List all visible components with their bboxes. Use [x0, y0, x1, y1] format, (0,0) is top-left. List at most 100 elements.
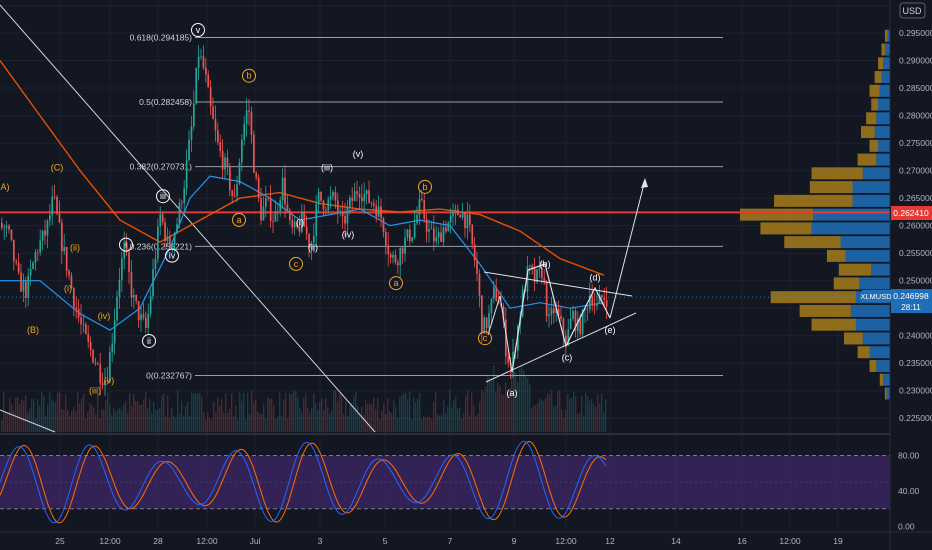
candle-body: [301, 211, 303, 232]
volume-bar: [465, 395, 467, 432]
volume-bar: [433, 401, 435, 432]
volume-bar: [431, 419, 433, 432]
candle-body: [464, 212, 466, 229]
candle-body: [195, 67, 198, 104]
volume-bar: [443, 399, 445, 432]
price-tick-label: 0.280000: [899, 111, 932, 121]
candle-body: [385, 231, 387, 246]
candle-body: [161, 214, 164, 223]
stoch-k-line: [0, 440, 607, 524]
candle-body: [473, 244, 476, 261]
volume-bar: [453, 399, 455, 432]
candle-body: [584, 308, 586, 310]
candle-body: [562, 318, 565, 336]
wave-label: ii: [147, 336, 151, 346]
candle-body: [305, 226, 308, 234]
wave-label: b: [246, 71, 251, 81]
candle-body: [418, 199, 421, 216]
volume-bar: [127, 413, 129, 432]
volume-bar: [437, 414, 439, 432]
candle-body: [310, 242, 313, 249]
candle-body: [109, 352, 111, 382]
volume-bar: [239, 392, 241, 432]
volume-bar: [205, 419, 207, 432]
trendline-lower-left[interactable]: [0, 409, 56, 433]
wave-zigzag[interactable]: [511, 263, 611, 373]
volume-bar: [145, 391, 147, 432]
candle-body: [202, 56, 205, 68]
volume-bar: [17, 397, 19, 432]
trendline-drawings[interactable]: [0, 4, 376, 433]
volume-bar: [513, 371, 515, 432]
volume-bar: [255, 399, 257, 432]
candle-body: [377, 206, 380, 217]
volume-bar: [167, 395, 169, 432]
volume-bar: [403, 392, 405, 432]
projection-arrow[interactable]: [609, 179, 646, 319]
candle-body: [214, 118, 217, 131]
candle-body: [538, 267, 541, 270]
volume-bar: [515, 372, 517, 432]
trendline-diagonal[interactable]: [0, 4, 376, 433]
triangle-lower-line[interactable]: [485, 312, 637, 383]
candle-body: [277, 211, 279, 212]
volume-bar: [11, 404, 13, 432]
volume-profile-row-sell: [833, 277, 860, 290]
candle-body: [382, 218, 385, 232]
candle-body: [349, 197, 351, 208]
triangle-upper-line[interactable]: [483, 271, 633, 297]
wave-drawings[interactable]: [483, 178, 648, 383]
wave-label: (C): [51, 163, 64, 173]
fibonacci-retracement[interactable]: 0.618(0.294185) 0.5(0.282458) 0.382(0.2707…: [130, 33, 723, 381]
volume-bar: [549, 394, 551, 432]
candle-body: [221, 151, 224, 170]
candle-body: [113, 320, 116, 344]
wave-label-circle: [389, 276, 403, 291]
candle-body: [392, 254, 394, 258]
volume-bar: [319, 401, 321, 432]
candle-body: [351, 197, 354, 202]
currency-badge[interactable]: [899, 2, 926, 19]
wave-label: iv: [169, 251, 176, 261]
candle-body: [224, 157, 226, 170]
candle-body: [39, 240, 42, 253]
volume-bar: [489, 378, 491, 432]
candle-body: [545, 281, 548, 317]
volume-bar: [353, 396, 355, 432]
price-tick-label: 0.250000: [899, 276, 932, 286]
volume-profile-row-sell: [879, 373, 884, 386]
volume-bar: [265, 418, 267, 432]
volume-profile-row-buy: [886, 387, 890, 400]
volume-bar: [259, 413, 261, 432]
candle-body: [560, 315, 562, 319]
volume-bar: [155, 409, 157, 432]
volume-bar: [87, 411, 89, 432]
volume-bar: [31, 398, 33, 432]
volume-bar: [301, 412, 303, 432]
fib-level-label: 0(0.232767): [146, 370, 192, 380]
volume-bar: [417, 398, 419, 432]
volume-bar: [553, 406, 555, 432]
volume-bar: [495, 392, 497, 432]
candle-body: [577, 319, 579, 332]
volume-profile-row-buy: [869, 346, 890, 359]
volume-bar: [493, 365, 495, 432]
candle-body: [368, 190, 370, 203]
candle-body: [89, 341, 92, 350]
volume-bar: [177, 390, 179, 432]
volume-bar: [123, 404, 125, 432]
horizontal-lines[interactable]: [0, 211, 890, 298]
wave-zigzag-left[interactable]: [487, 295, 513, 373]
price-tick-label: 0.275000: [899, 138, 932, 148]
volume-bar: [263, 403, 265, 432]
candle-body: [541, 267, 543, 279]
volume-bar: [229, 408, 231, 432]
volume-bar: [505, 382, 507, 432]
candle-body: [231, 190, 234, 196]
volume-bar: [95, 414, 97, 432]
volume-bar: [65, 394, 67, 432]
candle-body: [361, 197, 363, 202]
volume-profile-row-sell: [869, 139, 879, 152]
volume-bar: [421, 418, 423, 432]
